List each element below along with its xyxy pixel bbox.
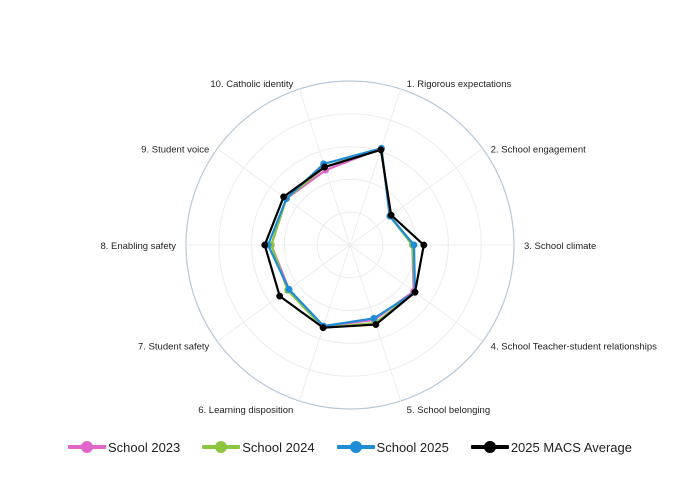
- axis-label-7: 7. Student safety: [138, 341, 210, 352]
- point-2025-macs-average-4: [411, 288, 419, 296]
- legend-item-school-2024[interactable]: School 2024: [202, 439, 315, 455]
- axis-label-9: 9. Student voice: [141, 145, 209, 156]
- series-line-school-2024: [270, 147, 417, 329]
- grid-spoke-1: [349, 88, 402, 246]
- legend-label-school-2023: School 2023: [107, 439, 181, 455]
- legend-label-macs-average: 2025 MACS Average: [510, 439, 632, 455]
- legend-swatch-school-2023: [67, 441, 106, 453]
- point-2025-macs-average-1: [377, 146, 385, 154]
- axis-label-6: 6. Learning disposition: [198, 405, 293, 416]
- series-line-school-2023: [270, 147, 415, 328]
- point-2025-macs-average-9: [280, 193, 288, 201]
- point-2025-macs-average-10: [321, 163, 329, 171]
- legend-item-school-2023[interactable]: School 2023: [67, 439, 181, 455]
- point-2025-macs-average-2: [387, 211, 395, 219]
- legend-swatch-macs-average: [470, 441, 509, 453]
- legend-swatch-school-2025: [336, 441, 375, 453]
- radar-svg: 1. Rigorous expectations 2. School engage…: [100, 79, 657, 416]
- point-school-2025-7: [285, 285, 293, 293]
- legend-item-macs-average[interactable]: 2025 MACS Average: [470, 439, 632, 455]
- point-2025-macs-average-7: [276, 292, 284, 300]
- point-2025-macs-average-3: [420, 241, 428, 249]
- legend-label-school-2025: School 2025: [376, 439, 449, 455]
- axis-label-1: 1. Rigorous expectations: [407, 79, 512, 90]
- grid-spoke-7: [217, 244, 351, 342]
- legend-item-school-2025[interactable]: School 2025: [336, 439, 449, 455]
- point-2025-macs-average-8: [261, 241, 269, 249]
- point-2025-macs-average-6: [319, 324, 327, 332]
- legend-swatch-school-2024: [202, 441, 241, 453]
- radar-chart: 1. Rigorous expectations 2. School engage…: [100, 79, 657, 416]
- axis-label-3: 3. School climate: [524, 241, 596, 252]
- axis-label-4: 4. School Teacher-student relationships: [491, 341, 657, 352]
- legend-label-school-2024: School 2024: [242, 439, 315, 455]
- axis-label-2: 2. School engagement: [491, 145, 586, 156]
- point-2025-macs-average-5: [372, 321, 380, 328]
- axis-label-10: 10. Catholic identity: [210, 79, 293, 90]
- point-school-2025-3: [410, 241, 418, 249]
- grid-spoke-2: [349, 148, 483, 246]
- axis-label-8: 8. Enabling safety: [100, 241, 176, 252]
- axis-label-5: 5. School belonging: [407, 405, 490, 416]
- series-line-school-2025: [266, 147, 417, 328]
- point-school-2025-5: [370, 314, 378, 322]
- legend: School 2023 School 2024 School 2025 2025…: [0, 436, 700, 458]
